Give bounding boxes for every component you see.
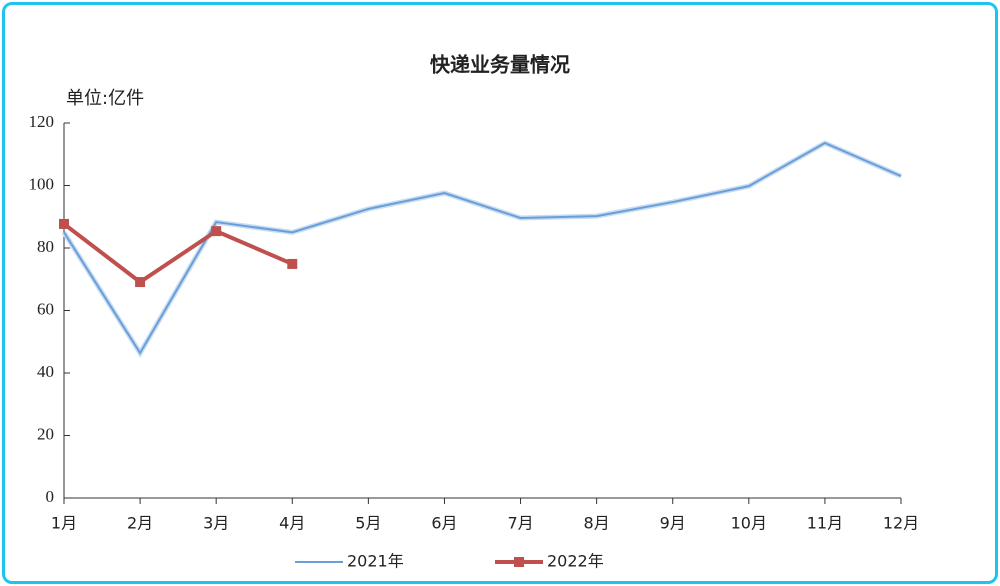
x-tick-label: 3月 <box>203 514 229 533</box>
series-marker <box>135 277 146 288</box>
x-tick-label: 2月 <box>127 514 153 533</box>
x-tick-label: 6月 <box>431 514 457 533</box>
y-tick-label: 80 <box>37 237 54 256</box>
y-axis-label: 单位:亿件 <box>66 88 144 109</box>
series-marker <box>59 218 69 229</box>
legend-label: 2022年 <box>547 552 604 571</box>
y-tick-label: 60 <box>37 299 54 318</box>
y-tick-label: 100 <box>29 174 55 193</box>
x-tick-label: 9月 <box>660 514 686 533</box>
x-tick-label: 12月 <box>883 514 919 533</box>
legend-marker <box>514 557 524 567</box>
legend-label: 2021年 <box>347 552 404 571</box>
y-tick-label: 40 <box>37 362 54 381</box>
x-tick-label: 4月 <box>279 514 305 533</box>
x-tick-label: 1月 <box>51 514 77 533</box>
x-tick-label: 5月 <box>355 514 381 533</box>
x-tick-label: 11月 <box>807 514 843 533</box>
x-tick-label: 7月 <box>507 514 533 533</box>
series-marker <box>211 226 222 237</box>
y-tick-label: 20 <box>37 424 54 443</box>
series-line <box>62 222 294 285</box>
y-tick-label: 0 <box>46 487 55 506</box>
y-tick-label: 120 <box>29 112 55 131</box>
x-tick-label: 8月 <box>584 514 610 533</box>
x-tick-label: 10月 <box>731 514 767 533</box>
chart-title: 快递业务量情况 <box>430 53 570 77</box>
series-marker <box>287 258 298 269</box>
series-line <box>63 141 902 355</box>
